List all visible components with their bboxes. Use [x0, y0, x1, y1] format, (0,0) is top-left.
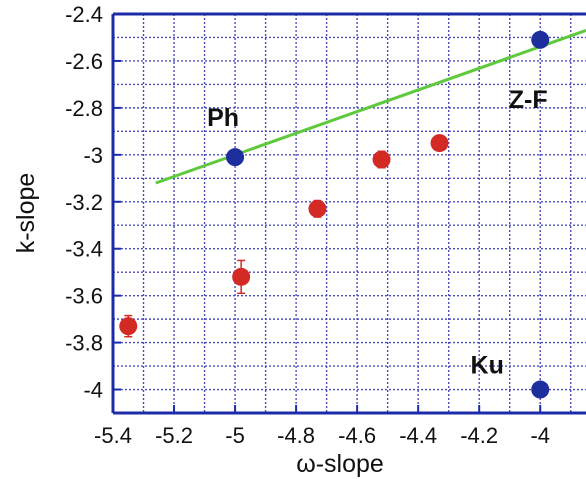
plot-area — [113, 14, 586, 413]
y-axis-title: k-slope — [12, 173, 40, 254]
x-tick-label: -4.2 — [460, 423, 498, 448]
y-tick-label: -3.2 — [65, 190, 103, 215]
plot-frame — [111, 12, 586, 415]
point-label: Z-F — [509, 86, 548, 114]
measured-point — [308, 199, 327, 218]
y-tick-label: -3.6 — [65, 284, 103, 309]
grid — [112, 13, 586, 414]
y-tick-label: -2.6 — [65, 49, 103, 74]
x-tick-label: -4.4 — [399, 423, 437, 448]
point-label: Ph — [207, 104, 239, 132]
measured-point — [232, 267, 251, 286]
y-tick-label: -2.4 — [65, 2, 103, 27]
model-point — [226, 148, 245, 167]
x-tick-label: -4 — [530, 423, 550, 448]
x-tick-label: -5.4 — [94, 423, 132, 448]
model-point — [531, 380, 550, 399]
annotations: Ph Z-F Ku — [207, 86, 548, 380]
y-tick-label: -3.8 — [65, 331, 103, 356]
y-tick-label: -3.4 — [65, 237, 103, 262]
x-tick-label: -5 — [225, 423, 245, 448]
y-tick-label: -4 — [83, 378, 103, 403]
y-tick-label: -2.8 — [65, 96, 103, 121]
x-axis-title: ω-slope — [296, 450, 384, 478]
x-tick-label: -5.2 — [155, 423, 193, 448]
points-layer — [119, 30, 550, 399]
measured-point — [119, 317, 138, 336]
x-tick-label: -4.6 — [338, 423, 376, 448]
x-tick-label: -4.8 — [277, 423, 315, 448]
point-label: Ku — [471, 352, 504, 380]
y-tick-label: -3 — [83, 143, 103, 168]
measured-point — [372, 150, 391, 169]
tick-labels: -5.4 -5.2 -5 -4.8 -4.6 -4.4 -4.2 -4 -2.4 -2.6 -2.8… — [65, 2, 550, 448]
model-point — [531, 30, 550, 49]
measured-point — [430, 134, 449, 153]
